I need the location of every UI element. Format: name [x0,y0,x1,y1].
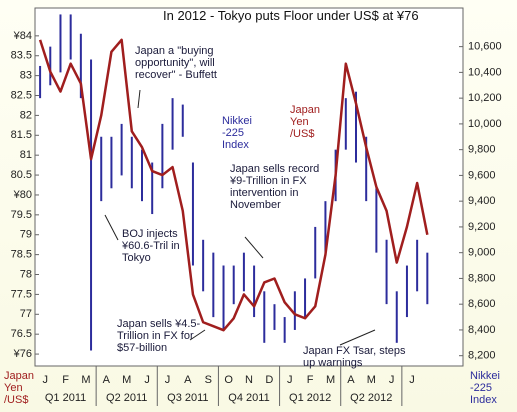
y2-tick-label: 8,800 [468,272,496,284]
y-tick-label: 77 [20,308,32,320]
y-tick-label: 82 [20,109,32,121]
y-tick-label: 82.5 [11,89,32,101]
annotation: Japan sells record ¥9-Trillion in FX int… [230,163,320,211]
x-tick-label: M [326,374,335,386]
arrow [244,236,264,259]
y-tick-label: 76.5 [11,328,32,340]
x-tick-label: M [81,374,90,386]
arrow [104,214,119,241]
x-tick-label: J [389,374,395,386]
y2-tick-label: 10,000 [468,118,502,130]
y2-tick-label: 9,000 [468,247,496,259]
y-tick-label: 79 [20,229,32,241]
y-tick-label: ¥76 [13,348,32,360]
y2-tick-label: 10,400 [468,66,502,78]
arrow [339,329,376,346]
quarter-label: Q3 2011 [167,392,208,404]
annotation: Japan a "buying opportunity", will recov… [135,45,217,81]
plot-frame [34,7,464,367]
chart-title: In 2012 - Tokyo puts Floor under US$ at … [163,8,419,23]
x-tick-label: S [205,374,212,386]
quarter-label: Q4 2011 [228,392,269,404]
x-tick-label: A [184,374,192,386]
series-label: Nikkei -225 Index [222,115,252,151]
x-tick-label: A [347,374,355,386]
series-label: Japan Yen /US$ [290,104,320,140]
y-tick-label: 79.5 [11,209,32,221]
y-tick-label: 81.5 [11,129,32,141]
y2-tick-label: 9,800 [468,144,496,156]
y-tick-label: ¥80 [13,189,32,201]
y2-tick-label: 8,400 [468,324,496,336]
x-tick-label: J [287,374,293,386]
arrow [137,89,141,109]
y-tick-label: 78 [20,268,32,280]
quarter-label: Q2 2011 [106,392,147,404]
quarter-label: Q2 2012 [350,392,392,404]
arrow [189,329,206,341]
y-tick-label: ¥84 [13,30,32,42]
annotation: Japan FX Tsar, steps up warnings [303,345,406,369]
y2-tick-label: 9,400 [468,195,496,207]
y2-tick-label: 10,200 [468,92,502,104]
annotation: BOJ injects ¥60.6-Tril in Tokyo [122,228,180,264]
x-tick-label: N [245,374,253,386]
yen-line [38,38,429,332]
y2-tick-label: 9,200 [468,221,496,233]
x-tick-label: J [42,374,48,386]
y-tick-label: 80.5 [11,169,32,181]
y-tick-label: 83.5 [11,50,32,62]
x-tick-label: J [144,374,150,386]
y2-axis-label: Nikkei -225 Index [470,370,500,406]
y2-tick-label: 9,600 [468,169,496,181]
quarter-label: Q1 2012 [289,392,331,404]
quarter-label: Q1 2011 [45,392,86,404]
y2-tick-label: 8,200 [468,350,496,362]
x-tick-label: M [122,374,131,386]
x-tick-label: O [224,374,233,386]
y-axis-label: Japan Yen /US$ [4,370,34,406]
x-tick-label: F [62,374,69,386]
y-tick-label: 77.5 [11,288,32,300]
x-tick-label: A [103,374,111,386]
x-tick-label: D [265,374,273,386]
x-tick-label: F [307,374,314,386]
y-tick-label: 81 [20,149,32,161]
y-tick-label: 78.5 [11,249,32,261]
x-tick-label: J [165,374,171,386]
x-tick-label: M [367,374,376,386]
y2-tick-label: 8,600 [468,298,496,310]
x-tick-label: J [409,374,415,386]
y2-tick-label: 10,600 [468,41,502,53]
y-tick-label: 83 [20,70,32,82]
annotation: Japan sells ¥4.5-Trillion in FX for $57-… [117,318,201,354]
